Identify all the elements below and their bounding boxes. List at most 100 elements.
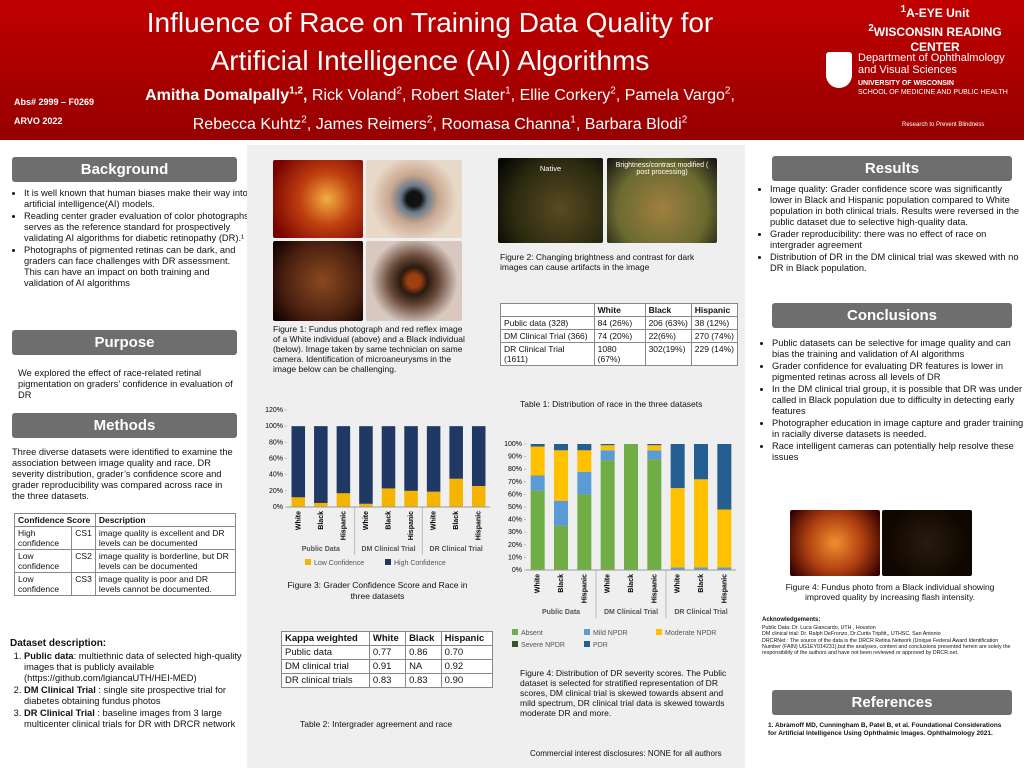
author-name: James Reimers (315, 115, 427, 133)
bar-segment (359, 426, 373, 504)
x-tick-label: Black (558, 574, 565, 593)
bar-segment (404, 426, 418, 491)
x-tick-label: Hispanic (340, 511, 347, 540)
y-tick-label: 100% (265, 423, 283, 430)
author-name: Rick Voland (311, 87, 397, 105)
author-name: Robert Slater (410, 87, 506, 105)
bar-segment (694, 567, 708, 570)
table-row: Low confidence CS2 image quality is border… (13, 549, 237, 573)
y-tick-label: 0% (273, 504, 283, 511)
table-row: DR clinical trials 0.83 0.83 0.90 (281, 673, 494, 688)
table-cell: Public data (328) (500, 316, 595, 330)
bar-segment (314, 502, 328, 507)
list-item: Public data: multiethnic data of selecte… (24, 651, 252, 684)
bar-segment (359, 503, 373, 507)
list-item: Photographer education in image capture … (772, 418, 1024, 440)
chart: 0% 20% 40% 60% 80% 100% 120% White Black Hispanic… (265, 407, 490, 567)
table-cell: 84 (26%) (593, 316, 646, 330)
confidence-table: Confidence Score Description High confiden… (13, 513, 237, 596)
group-label: DR Clinical Trial (430, 546, 483, 553)
author: Roomasa Channa1 (441, 114, 584, 132)
photo-label: Native (539, 164, 562, 173)
ack-line: Public Data: Dr. Luca Giancardo, UTH , H… (762, 625, 876, 631)
list-item: Grader reproducibility: there was no eff… (770, 229, 1024, 251)
dataset-text: : baseline images from 3 large multicent… (24, 708, 236, 729)
photo (498, 158, 603, 243)
figure-caption: Figure 1: Fundus photograph and red refl… (273, 324, 465, 374)
table-header: Confidence Score (14, 513, 96, 527)
acknowledgements: Public Data: Dr. Luca Giancardo, UTH , H… (762, 625, 1012, 656)
x-tick-label: White (431, 511, 438, 530)
bar-segment (554, 444, 568, 451)
bar-segment (291, 426, 306, 498)
figure-caption: Figure 4: Fundus photo from a Black indi… (785, 582, 995, 602)
table-cell: 0.92 (440, 659, 494, 674)
photo-label: Brightness/contrast modified ( post proc… (615, 162, 709, 176)
bar-segment (670, 444, 685, 489)
header: Influence of Race on Training Data Quali… (0, 0, 1024, 140)
y-tick-label: 40% (269, 472, 283, 479)
y-tick-label: 20% (508, 542, 522, 549)
table-cell: Public data (281, 645, 370, 660)
bar-segment (381, 426, 396, 489)
bar-segment (600, 450, 615, 461)
table-cell: 1080 (67%) (593, 342, 646, 366)
bar-segment (717, 567, 732, 570)
table-cell: 302(19%) (644, 342, 692, 366)
table-caption: Table 2: Intergrader agreement and race (300, 719, 453, 729)
school: SCHOOL OF MEDICINE AND PUBLIC HEALTH (858, 89, 1008, 96)
y-tick-label: 30% (508, 529, 522, 536)
conclusions-list: Public datasets can be selective for ima… (760, 338, 1024, 464)
table-cell: DM Clinical Trial (366) (500, 329, 595, 343)
table-row: High confidence CS1 image quality is excel… (13, 526, 237, 550)
bar-segment (530, 490, 545, 570)
table-header: White (593, 303, 646, 317)
y-tick-label: 80% (269, 439, 283, 446)
bar-segment (404, 490, 418, 507)
title: Influence of Race on Training Data Quali… (146, 7, 714, 76)
bar-segment (647, 445, 662, 451)
author: Robert Slater1 (410, 86, 520, 105)
photo (882, 510, 972, 576)
y-tick-label: 60% (269, 456, 283, 463)
bar-segment (530, 444, 545, 447)
section-heading: Results (772, 156, 1012, 181)
bar-segment (577, 444, 592, 451)
legend-swatch (584, 629, 590, 635)
dataset-list: Public data: multiethnic data of selecte… (10, 651, 252, 731)
table-row: Low confidence CS3 image quality is poor a… (13, 572, 237, 596)
author-sup: 1 (570, 114, 576, 126)
y-tick-label: 120% (265, 407, 283, 414)
y-tick-label: 0% (512, 567, 522, 574)
list-item: Distribution of DR in the DM clinical tr… (770, 252, 1024, 274)
photo (366, 241, 462, 321)
dataset-name: DR Clinical Trial (24, 708, 95, 718)
table-cell: 0.83 (405, 673, 442, 688)
bar-segment (449, 478, 463, 507)
author-name: Barbara Blodi (584, 115, 682, 133)
table-cell: DR clinical trials (281, 673, 370, 688)
bar-segment (426, 426, 441, 492)
bar-segment (336, 426, 351, 494)
legend-swatch (656, 629, 662, 635)
x-tick-label: Hispanic (408, 511, 415, 540)
bar-segment (600, 460, 615, 570)
bar-segment (694, 479, 708, 568)
table-cell: CS3 (71, 572, 96, 596)
table-cell: 38 (12%) (690, 316, 739, 330)
list-item: Public datasets can be selective for ima… (772, 338, 1024, 360)
list-item: Image quality: Grader confidence score w… (770, 184, 1024, 228)
y-tick-label: 90% (508, 454, 522, 461)
legend-label: Moderate NPDR (665, 630, 716, 637)
table-cell: image quality is borderline, but DR leve… (94, 549, 237, 573)
author: James Reimers2 (315, 114, 442, 133)
table-cell: Low confidence (13, 572, 73, 596)
unit: 2WISCONSIN READING CENTER (850, 21, 1020, 55)
table-cell: 74 (20%) (593, 329, 646, 343)
x-tick-label: Black (628, 574, 635, 593)
bar-segment (600, 445, 615, 451)
group-label: DR Clinical Trial (674, 609, 727, 616)
table-cell: NA (405, 659, 442, 674)
photo (790, 510, 880, 576)
